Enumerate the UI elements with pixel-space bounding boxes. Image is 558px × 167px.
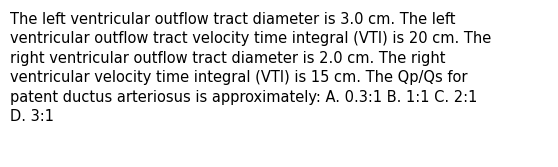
Text: The left ventricular outflow tract diameter is 3.0 cm. The left
ventricular outf: The left ventricular outflow tract diame… bbox=[10, 12, 491, 124]
